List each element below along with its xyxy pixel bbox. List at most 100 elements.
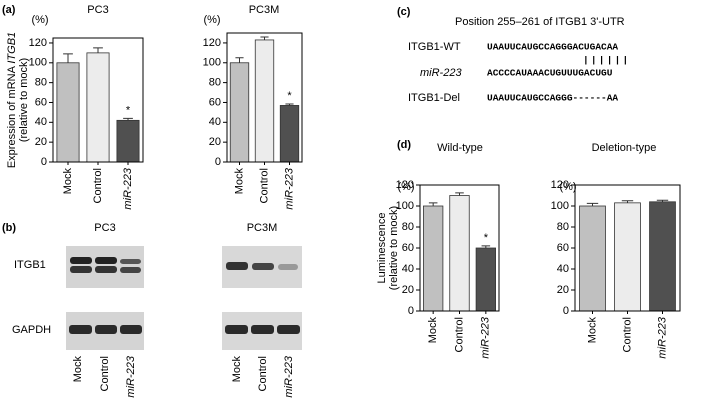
y-tick-label: 100 [203, 57, 221, 69]
bar [116, 119, 140, 163]
x-tick-label: Control [453, 317, 465, 352]
blot-band [95, 266, 117, 273]
lane-label: miR-223 [283, 355, 295, 397]
bar [614, 202, 641, 312]
panel-label: (c) [397, 6, 411, 18]
blot-band [120, 259, 141, 264]
blot-band [95, 325, 117, 334]
sequence: ACCCCAUAAACUGUUUGACUGU [487, 68, 613, 79]
pairing: |||||| [583, 55, 630, 66]
blot-band [70, 266, 92, 273]
lane-label: Control [99, 356, 111, 391]
y-tick-label: 60 [209, 96, 221, 108]
error-bar [285, 103, 294, 106]
y-tick-label: 40 [402, 263, 414, 275]
y-unit: (%) [203, 14, 220, 26]
blot-band [120, 267, 141, 273]
blot-band [70, 257, 92, 264]
y-tick-label: 0 [41, 156, 47, 168]
panel-label: (d) [397, 139, 411, 151]
error-bar [63, 53, 73, 63]
x-tick-label: miR-223 [480, 316, 492, 358]
lane-label: miR-223 [125, 355, 137, 397]
y-tick-label: 80 [402, 221, 414, 233]
error-bar [455, 192, 464, 196]
bar [229, 62, 250, 163]
y-tick-label: 80 [35, 77, 47, 89]
sequence: UAAUUCAUGCCAGGGACUGACAA [487, 42, 618, 53]
error-bar [235, 57, 244, 63]
error-bar [481, 245, 491, 248]
y-axis-label: (relative to mock) [388, 206, 400, 290]
sequence-name: miR-223 [420, 67, 462, 79]
significance-mark: * [287, 90, 292, 102]
x-tick-label: Control [621, 317, 633, 352]
y-axis-label: Luminescence [376, 213, 388, 284]
blot-band [252, 263, 274, 270]
blot-row-label: GAPDH [12, 324, 51, 336]
y-tick-label: 40 [209, 116, 221, 128]
y-tick-label: 80 [557, 221, 569, 233]
blot-band [69, 325, 92, 334]
plot-frame [574, 184, 681, 312]
bar [279, 105, 300, 163]
y-tick-label: 60 [557, 242, 569, 254]
sequence-panel: (c) Position 255–261 of ITGB1 3'-UTR ITG… [397, 6, 630, 104]
bar [449, 195, 470, 312]
sequence-name: ITGB1-Del [408, 92, 460, 104]
error-bar [93, 47, 103, 53]
bar [423, 205, 444, 312]
chart-title: PC3 [87, 4, 108, 16]
y-tick-label: 100 [29, 57, 47, 69]
y-tick-label: 60 [402, 242, 414, 254]
y-tick-label: 80 [209, 77, 221, 89]
bar [254, 39, 275, 163]
y-tick-label: 20 [557, 284, 569, 296]
significance-mark: * [484, 232, 489, 244]
y-tick-label: 120 [203, 37, 221, 49]
panel-label: (b) [2, 222, 16, 234]
blot-row-label: ITGB1 [14, 259, 46, 271]
error-bar [621, 200, 634, 203]
blot-panel: (b) PC3 PC3M ITGB1 GAPDH [2, 222, 302, 350]
sequence-title: Position 255–261 of ITGB1 3'-UTR [455, 16, 625, 28]
y-unit: (%) [559, 181, 576, 193]
x-tick-label: Mock [586, 317, 598, 344]
sequence-name: ITGB1-WT [408, 41, 461, 53]
x-tick-label: Mock [233, 168, 245, 195]
blot-band [95, 257, 117, 264]
y-tick-label: 100 [551, 200, 569, 212]
blot-band [277, 325, 300, 334]
error-bar [656, 199, 669, 202]
blot-band [278, 264, 298, 270]
y-axis-label: (relative to mock) [18, 58, 30, 142]
bar [649, 201, 676, 312]
lane-label: Mock [72, 356, 84, 383]
y-tick-label: 0 [408, 305, 414, 317]
y-axis-label: Expression of mRNA ITGB1 [6, 32, 18, 168]
y-tick-label: 0 [215, 156, 221, 168]
blot-band [251, 325, 274, 334]
y-tick-label: 0 [563, 305, 569, 317]
chart-title: Deletion-type [592, 142, 657, 154]
y-axis-label-part: Luminescence [376, 213, 388, 284]
chart-title: Wild-type [437, 142, 483, 154]
y-tick-label: 20 [209, 136, 221, 148]
blot-band [225, 325, 248, 334]
y-unit: (%) [397, 181, 414, 193]
y-tick-label: 20 [402, 284, 414, 296]
x-tick-label: Mock [62, 168, 74, 195]
lane-label: Control [257, 356, 269, 391]
significance-mark: * [126, 104, 131, 116]
blot-band [226, 262, 248, 270]
plot-frame [226, 32, 303, 163]
y-unit: (%) [31, 14, 48, 26]
error-bar [428, 202, 438, 206]
y-tick-label: 120 [396, 179, 414, 191]
y-tick-label: 60 [35, 96, 47, 108]
bar [475, 247, 496, 312]
y-axis-label-part: ITGB1 [6, 32, 18, 64]
blot-title: PC3 [94, 222, 115, 234]
x-tick-label: Mock [427, 317, 439, 344]
y-axis-label-part: Expression of mRNA [6, 64, 18, 169]
